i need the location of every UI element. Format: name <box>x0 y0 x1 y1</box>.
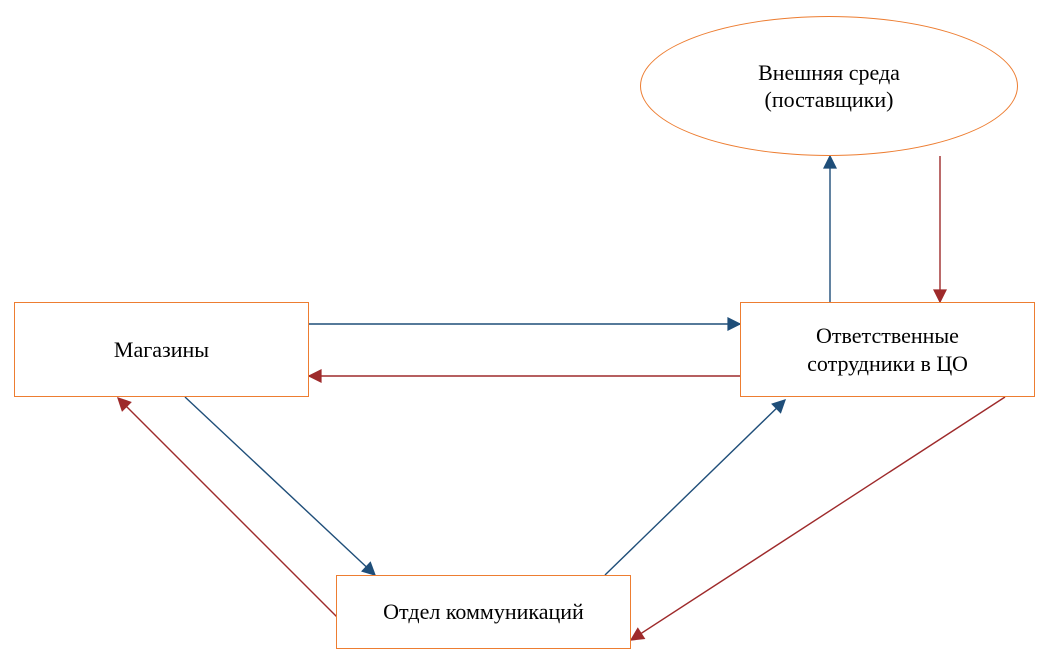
node-label-line: Ответственные <box>807 322 968 350</box>
edge-comms_to_stores <box>118 398 340 620</box>
diagram-canvas: Магазины Ответственныесотрудники в ЦО Отде… <box>0 0 1041 653</box>
edge-comms_to_co <box>605 400 785 575</box>
node-central_office: Ответственныесотрудники в ЦО <box>740 302 1035 397</box>
edge-stores_to_comms <box>185 397 375 575</box>
node-label-external_env: Внешняя среда(поставщики) <box>758 59 900 114</box>
node-label-line: Отдел коммуникаций <box>383 598 584 626</box>
edge-co_to_comms <box>631 397 1005 640</box>
node-comms_dept: Отдел коммуникаций <box>336 575 631 649</box>
node-label-central_office: Ответственныесотрудники в ЦО <box>807 322 968 377</box>
node-stores: Магазины <box>14 302 309 397</box>
node-label-comms_dept: Отдел коммуникаций <box>383 598 584 626</box>
node-label-line: (поставщики) <box>758 86 900 114</box>
node-label-line: Магазины <box>114 336 209 364</box>
node-label-stores: Магазины <box>114 336 209 364</box>
node-external_env: Внешняя среда(поставщики) <box>640 16 1018 156</box>
node-label-line: сотрудники в ЦО <box>807 350 968 378</box>
node-label-line: Внешняя среда <box>758 59 900 87</box>
